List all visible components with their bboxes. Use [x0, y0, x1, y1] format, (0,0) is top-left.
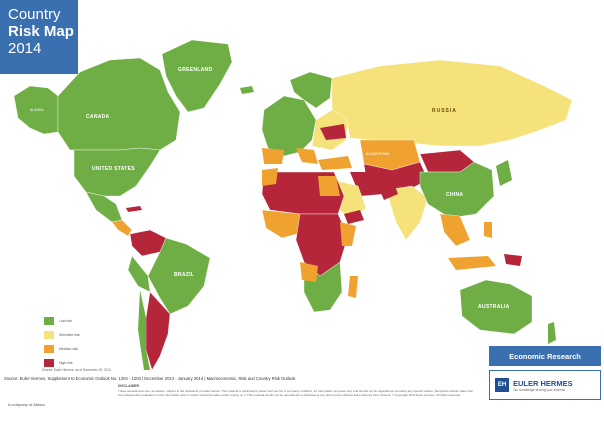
country-iceland: [240, 86, 254, 94]
country-korea-japan: [496, 160, 512, 186]
country-brazil: [147, 237, 211, 315]
label-canada: CANADA: [86, 114, 110, 120]
country-morocco: [262, 168, 278, 186]
region-east-africa: [340, 222, 356, 246]
title-line-1: Country: [8, 6, 61, 23]
map-title: Country Risk Map 2014: [0, 0, 78, 74]
country-mexico: [85, 191, 123, 223]
brand-tagline: Our knowledge serving your success: [513, 387, 566, 392]
country-spain: [262, 148, 284, 164]
risk-legend: Low risk Sensitive risk Medium risk High…: [44, 314, 80, 370]
legend-item: Sensitive risk: [44, 328, 80, 342]
region-southeast-asia: [439, 213, 471, 247]
title-line-3: 2014: [8, 40, 42, 57]
legend-item: High risk: [44, 356, 80, 370]
country-yemen: [344, 210, 364, 224]
label-greenland: GREENLAND: [178, 67, 212, 73]
country-ukraine: [320, 124, 346, 140]
label-alaska: ALASKA: [30, 108, 44, 112]
label-russia: RUSSIA: [432, 108, 457, 114]
label-china: CHINA: [446, 192, 463, 198]
country-russia: [331, 59, 573, 147]
label-australia: AUSTRALIA: [478, 304, 510, 310]
country-egypt: [318, 176, 340, 196]
eh-logo-icon: EH: [495, 378, 509, 392]
legend-item: Medium risk: [44, 342, 80, 356]
legend-label: Medium risk: [59, 347, 78, 351]
legend-swatch-medium: [44, 345, 54, 353]
country-greenland: [161, 39, 233, 113]
country-philippines: [484, 222, 492, 238]
country-central-america: [111, 219, 133, 237]
label-brazil: BRAZIL: [174, 272, 194, 278]
legend-label: High risk: [59, 361, 73, 365]
country-pakistan: [376, 178, 398, 200]
region-west-africa: [261, 209, 305, 239]
legend-note: Source: Euler Hermes, as of December 19,…: [42, 368, 111, 372]
source-line: Source: Euler Hermes, Supplement to Econ…: [4, 376, 296, 381]
legend-item: Low risk: [44, 314, 80, 328]
country-new-zealand: [548, 322, 556, 344]
disclaimer-title: DISCLAIMER: [118, 384, 140, 388]
euler-hermes-logo: EH EULER HERMES Our knowledge serving yo…: [489, 370, 601, 400]
brand-name: EULER HERMES: [513, 378, 573, 388]
legend-label: Sensitive risk: [59, 333, 80, 337]
allianz-text: A company of Allianz: [8, 402, 45, 407]
region-scandinavia: [289, 71, 333, 109]
country-united-states: [73, 147, 161, 197]
country-turkey: [318, 156, 352, 170]
country-peru-bolivia: [127, 255, 151, 293]
country-india: [385, 185, 429, 241]
country-papua: [504, 254, 522, 266]
disclaimer-text: These assessments are, as always, subjec…: [118, 389, 474, 397]
country-chile: [138, 290, 150, 370]
legend-swatch-sensitive: [44, 331, 54, 339]
label-united-states: UNITED STATES: [92, 166, 135, 172]
label-kazakhstan: KAZAKHSTAN: [366, 152, 390, 156]
country-china: [419, 161, 495, 219]
country-italy-greece: [296, 148, 318, 164]
country-angola: [300, 262, 318, 282]
region-europe-west: [261, 95, 317, 157]
country-australia: [459, 279, 533, 335]
legend-swatch-low: [44, 317, 54, 325]
legend-swatch-high: [44, 359, 54, 367]
economic-research-banner: Economic Research: [489, 346, 601, 366]
region-indonesia: [448, 256, 496, 270]
title-line-2: Risk Map: [8, 23, 74, 40]
country-madagascar: [348, 276, 358, 298]
country-cuba: [126, 206, 142, 212]
legend-label: Low risk: [59, 319, 72, 323]
